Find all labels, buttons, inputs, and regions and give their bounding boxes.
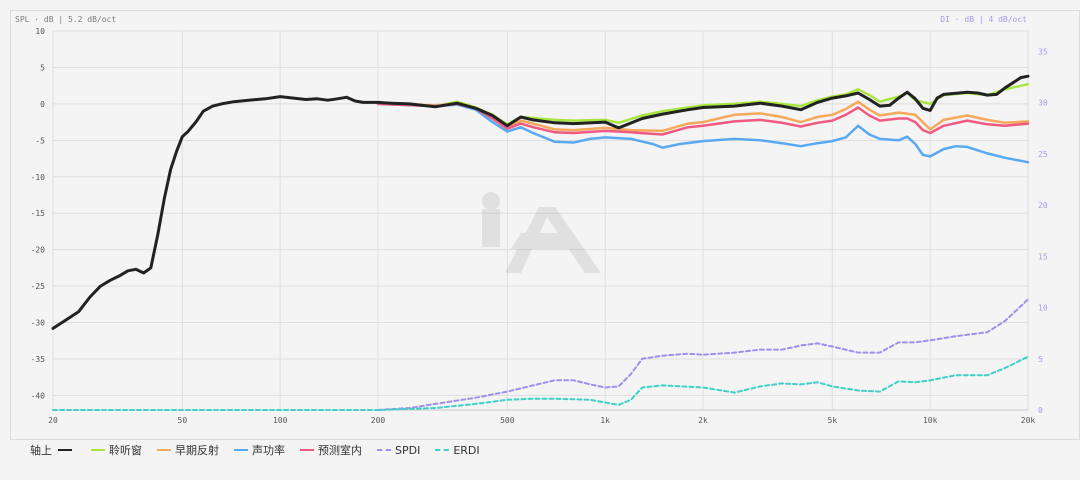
series-line xyxy=(377,298,1029,411)
chart-legend: 轴上 聆听窗 早期反射 声功率 预测室内 SPDI ERDI xyxy=(30,442,495,458)
legend-item[interactable]: 轴上 xyxy=(30,442,76,458)
x-tick-label: 20 xyxy=(48,416,58,425)
y-right-tick-label: 15 xyxy=(1038,252,1048,261)
axes: 20 50 100 200 500 1k 2k 5k 10k 20k1050-5-10-15-20… xyxy=(31,27,1048,425)
x-tick-label: 50 xyxy=(178,416,188,425)
legend-swatch xyxy=(58,449,72,451)
y-left-tick-label: -15 xyxy=(31,209,46,218)
series-layer xyxy=(51,74,1030,411)
series-line xyxy=(376,102,1030,136)
y-left-tick-label: 0 xyxy=(40,100,45,109)
y-right-tick-label: 5 xyxy=(1038,355,1043,364)
legend-label: SPDI xyxy=(395,443,421,457)
x-tick-label: 5k xyxy=(828,416,838,425)
y-left-tick-label: -25 xyxy=(31,282,46,291)
legend-label: 预测室内 xyxy=(318,444,362,457)
y-left-tick-label: -5 xyxy=(35,136,45,145)
legend-swatch xyxy=(91,449,105,451)
watermark-logo xyxy=(482,192,601,273)
y-left-caption: SPL · dB | 5.2 dB/oct xyxy=(15,15,116,24)
y-right-tick-label: 25 xyxy=(1038,150,1048,159)
y-left-tick-label: -20 xyxy=(31,246,46,255)
legend-swatch xyxy=(377,449,391,451)
y-left-tick-label: -35 xyxy=(31,355,46,364)
x-tick-label: 500 xyxy=(500,416,515,425)
x-tick-label: 2k xyxy=(698,416,708,425)
legend-label: 早期反射 xyxy=(175,444,219,457)
legend-swatch xyxy=(234,449,248,451)
chart-frame: 20 50 100 200 500 1k 2k 5k 10k 20k 10 5 0 -5 -10 -15 -20… xyxy=(10,10,1080,440)
legend-item[interactable]: 声功率 xyxy=(234,442,285,458)
legend-item[interactable]: SPDI xyxy=(377,444,420,457)
x-tick-label: 1k xyxy=(600,416,610,425)
x-tick-label: 10k xyxy=(923,416,938,425)
legend-swatch xyxy=(157,449,171,451)
chart-svg: 20 50 100 200 500 1k 2k 5k 10k 20k1050-5-10-15-20… xyxy=(15,15,1048,425)
legend-swatch xyxy=(300,449,314,451)
y-right-tick-label: 10 xyxy=(1038,304,1048,313)
series-line xyxy=(376,100,1030,133)
legend-label: 轴上 xyxy=(30,444,52,457)
legend-label: ERDI xyxy=(453,443,480,457)
x-tick-label: 200 xyxy=(371,416,386,425)
y-right-tick-label: 20 xyxy=(1038,201,1048,210)
y-right-tick-label: 30 xyxy=(1038,99,1048,108)
y-left-tick-label: -40 xyxy=(31,391,46,400)
y-right-tick-label: 0 xyxy=(1038,406,1043,415)
legend-item[interactable]: 聆听窗 xyxy=(91,442,142,458)
y-right-caption: DI · dB | 4 dB/oct xyxy=(940,15,1027,24)
x-tick-label: 100 xyxy=(273,416,288,425)
y-right-tick-label: 35 xyxy=(1038,47,1048,56)
series-line xyxy=(51,74,1030,330)
series-line xyxy=(52,355,1029,411)
y-left-tick-label: 10 xyxy=(35,27,45,36)
legend-item[interactable]: 预测室内 xyxy=(300,442,362,458)
y-left-tick-label: -10 xyxy=(31,173,46,182)
x-tick-label: 20k xyxy=(1021,416,1036,425)
legend-label: 聆听窗 xyxy=(109,444,142,457)
legend-label: 声功率 xyxy=(252,444,285,457)
series-line xyxy=(376,102,1030,164)
y-left-tick-label: -30 xyxy=(31,319,46,328)
y-left-tick-label: 5 xyxy=(40,63,45,72)
legend-item[interactable]: ERDI xyxy=(435,443,480,457)
legend-item[interactable]: 早期反射 xyxy=(157,442,219,458)
legend-swatch xyxy=(435,449,450,451)
